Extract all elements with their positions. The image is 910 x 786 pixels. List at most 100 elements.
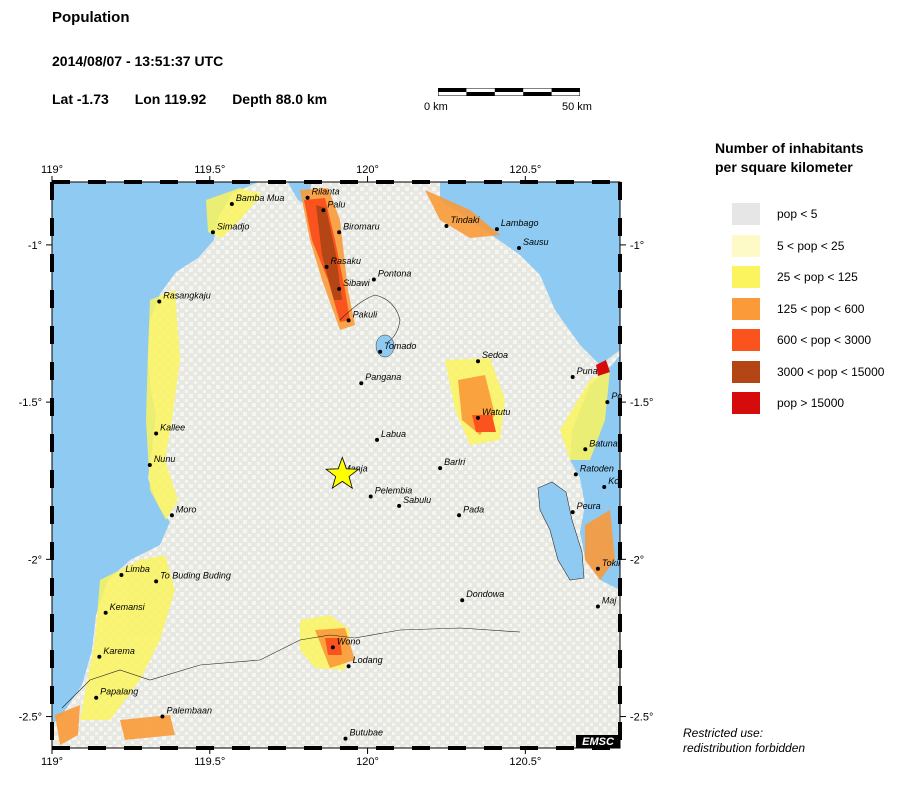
place-label: Karema [103, 646, 135, 656]
usage-notice-line2: redistribution forbidden [683, 741, 806, 755]
place-marker [343, 736, 348, 741]
place-marker [494, 227, 499, 232]
place-label: Palu [327, 199, 345, 209]
epicenter-star [324, 456, 360, 490]
legend-label: 5 < pop < 25 [777, 238, 845, 253]
lat-tick-label-left: -2.5° [19, 712, 42, 724]
place-marker [595, 566, 600, 571]
place-marker [330, 645, 335, 650]
place-label: Watutu [482, 407, 510, 417]
map-frame-ticks [50, 180, 622, 750]
legend-label: 600 < pop < 3000 [777, 333, 872, 347]
legend-item: 600 < pop < 3000 [732, 329, 907, 351]
lon-tick-label-bottom: 120.5° [509, 756, 541, 768]
lat-tick-label-right: -2° [630, 554, 644, 566]
event-datetime: 2014/08/07 - 13:51:37 UTC [52, 53, 224, 69]
credit-box [576, 735, 620, 748]
place-marker [573, 472, 578, 477]
legend-label: 25 < pop < 125 [777, 270, 858, 284]
place-marker [371, 277, 376, 282]
place-marker [103, 610, 108, 615]
legend-swatch [732, 266, 760, 288]
place-label: Limba [125, 564, 150, 574]
place-marker [476, 359, 480, 364]
place-marker [210, 230, 215, 235]
place-label: Rasangkaju [163, 290, 211, 300]
place-label: Kemansi [110, 602, 146, 612]
lat-tick-label-right: -1.5° [630, 397, 653, 409]
legend-item: 3000 < pop < 15000 [732, 360, 907, 383]
place-marker [169, 513, 174, 518]
place-label: Wono [337, 636, 361, 646]
lon-tick-label-top: 119° [41, 164, 63, 176]
event-coordinates: Lat -1.73 Lon 119.92 Depth 88.0 km [52, 91, 349, 107]
place-marker [154, 431, 159, 436]
place-label: Peura [577, 501, 601, 511]
place-marker [517, 246, 522, 251]
place-label: Manja [343, 463, 368, 473]
legend-label: 3000 < pop < 15000 [777, 364, 885, 379]
place-marker [160, 714, 165, 719]
legend-swatch [732, 329, 760, 351]
place-marker [378, 349, 383, 354]
place-label: Tokil [602, 558, 621, 568]
place-label: Pontona [378, 268, 412, 278]
map-area: 119° 119° 119.5° 119.5° 120° 120° 120.5° 120.5°… [0, 160, 680, 781]
event-lat: Lat -1.73 [52, 91, 109, 107]
place-marker [368, 494, 373, 499]
legend-item: 5 < pop < 25 [732, 234, 907, 257]
lat-tick-label-left: -1° [28, 240, 42, 252]
population-map: 119° 119° 119.5° 119.5° 120° 120° 120.5° 120.5°… [19, 164, 654, 768]
place-label: Tomado [384, 341, 416, 351]
lat-tick-label-right: -2.5° [630, 712, 653, 724]
lon-tick-label-top: 119.5° [194, 164, 225, 176]
event-depth: Depth 88.0 km [232, 91, 328, 107]
place-label: Ratoden [580, 463, 614, 473]
legend-title: Number of inhabitants per square kilomet… [715, 139, 905, 177]
legend-item: pop > 15000 [732, 392, 907, 414]
place-marker [324, 264, 329, 269]
place-marker [305, 195, 310, 200]
place-label: Kallee [160, 423, 185, 433]
lake-poso [537, 481, 585, 581]
place-label: To Buding Buding [160, 570, 231, 580]
place-label: Pelembia [375, 485, 413, 495]
legend-swatch [732, 297, 760, 320]
place-marker [438, 466, 443, 471]
land-texture [52, 182, 620, 748]
credit-text: EMSC [582, 736, 615, 748]
place-label: Ko [608, 476, 619, 486]
place-label: Sausu [523, 237, 549, 247]
legend-item: 125 < pop < 600 [732, 297, 907, 320]
place-marker [119, 573, 124, 578]
place-marker [346, 664, 351, 669]
event-lon: Lon 119.92 [134, 91, 207, 107]
place-label: Pangana [365, 372, 401, 382]
legend-swatch [732, 234, 760, 257]
legend-label: 125 < pop < 600 [777, 301, 865, 316]
place-label: Nunu [154, 454, 176, 464]
place-label: Simadjo [217, 221, 250, 231]
place-marker [457, 513, 462, 518]
place-marker [460, 598, 465, 603]
lat-tick-label-left: -1.5° [19, 397, 42, 409]
lon-tick-label-bottom: 120° [356, 756, 379, 768]
legend-title-line1: Number of inhabitants [715, 140, 864, 156]
place-label: Butubae [349, 728, 383, 738]
place-marker [321, 208, 326, 213]
place-label: Puna [577, 366, 598, 376]
place-label: Palembaan [166, 706, 212, 716]
place-marker [375, 437, 380, 442]
place-label: Dondowa [466, 589, 504, 599]
scale-end-label: 50 km [562, 101, 592, 113]
lon-tick-label-bottom: 119.5° [194, 756, 225, 768]
map-frame [51, 181, 621, 749]
place-marker [94, 695, 99, 700]
place-marker [97, 654, 102, 659]
place-marker [583, 447, 588, 452]
place-marker [359, 381, 364, 386]
place-label: Labua [381, 429, 406, 439]
place-label: Lodang [353, 655, 383, 665]
legend-label: pop < 5 [777, 207, 818, 221]
lon-tick-label-bottom: 119° [41, 756, 63, 768]
